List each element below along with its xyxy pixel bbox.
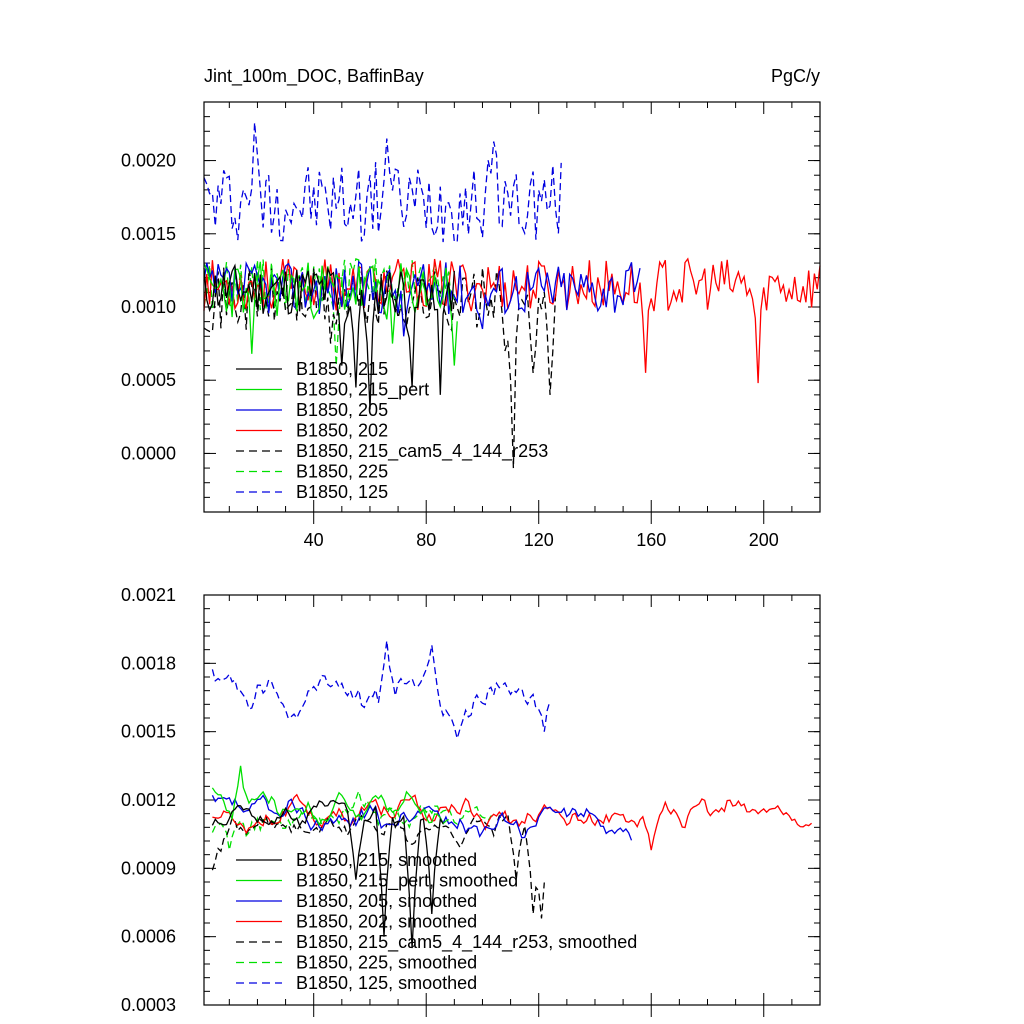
top-x-tick-label: 80 bbox=[416, 530, 436, 550]
top-y-tick-label: 0.0015 bbox=[121, 224, 176, 244]
top-legend-label-6: B1850, 125 bbox=[296, 482, 388, 502]
top-title-right: PgC/y bbox=[771, 66, 820, 86]
top-legend-label-3: B1850, 202 bbox=[296, 421, 388, 441]
bottom-legend-label-6: B1850, 125, smoothed bbox=[296, 973, 477, 993]
bottom-y-tick-label: 0.0021 bbox=[121, 585, 176, 605]
top-series-line-2 bbox=[203, 260, 641, 337]
top-y-tick-label: 0.0010 bbox=[121, 297, 176, 317]
bottom-series-line-5 bbox=[211, 788, 494, 851]
bottom-y-tick-label: 0.0006 bbox=[121, 927, 176, 947]
top-y-tick-label: 0.0020 bbox=[121, 151, 176, 171]
top-series-line-0 bbox=[203, 263, 455, 410]
top-plot-frame bbox=[203, 101, 821, 513]
top-x-tick-label: 160 bbox=[636, 530, 666, 550]
top-x-tick-label: 120 bbox=[524, 530, 554, 550]
bottom-legend-label-1: B1850, 215_pert, smoothed bbox=[296, 871, 518, 892]
bottom-legend-label-0: B1850, 215, smoothed bbox=[296, 850, 477, 870]
top-x-tick-label: 200 bbox=[749, 530, 779, 550]
bottom-legend-label-5: B1850, 225, smoothed bbox=[296, 953, 477, 973]
top-panel: Jint_100m_DOC, BaffinBay PgC/y 40 80 120 16… bbox=[121, 66, 821, 550]
top-title-left: Jint_100m_DOC, BaffinBay bbox=[204, 66, 424, 87]
bottom-series-line-4 bbox=[211, 811, 545, 919]
top-x-tick-label: 40 bbox=[304, 530, 324, 550]
top-legend-label-2: B1850, 205 bbox=[296, 400, 388, 420]
bottom-series-line-0 bbox=[211, 799, 444, 949]
bottom-y-tick-label: 0.0009 bbox=[121, 858, 176, 878]
top-legend-label-5: B1850, 225 bbox=[296, 462, 388, 482]
top-legend-label-0: B1850, 215 bbox=[296, 359, 388, 379]
bottom-y-tick-label: 0.0003 bbox=[121, 995, 176, 1015]
top-y-tick-label: 0.0000 bbox=[121, 443, 176, 463]
bottom-y-tick-label: 0.0012 bbox=[121, 790, 176, 810]
bottom-y-tick-label: 0.0015 bbox=[121, 722, 176, 742]
bottom-panel: 0.0003 0.0006 0.0009 0.0012 0.0015 0.0018 0.00… bbox=[121, 585, 821, 1017]
bottom-legend-label-3: B1850, 202, smoothed bbox=[296, 912, 477, 932]
bottom-legend-label-2: B1850, 205, smoothed bbox=[296, 891, 477, 911]
bottom-legend-label-4: B1850, 215_cam5_4_144_r253, smoothed bbox=[296, 932, 637, 953]
bottom-series-line-6 bbox=[211, 640, 551, 741]
top-legend-label-1: B1850, 215_pert bbox=[296, 380, 429, 401]
top-legend-label-4: B1850, 215_cam5_4_144_r253 bbox=[296, 441, 548, 462]
top-series-line-6 bbox=[203, 122, 562, 243]
top-series-line-5 bbox=[203, 258, 455, 366]
bottom-y-tick-label: 0.0018 bbox=[121, 653, 176, 673]
top-y-tick-label: 0.0005 bbox=[121, 370, 176, 390]
bottom-series-line-1 bbox=[211, 765, 450, 827]
top-series-line-3 bbox=[203, 257, 821, 384]
bottom-plot-frame bbox=[203, 594, 821, 1006]
